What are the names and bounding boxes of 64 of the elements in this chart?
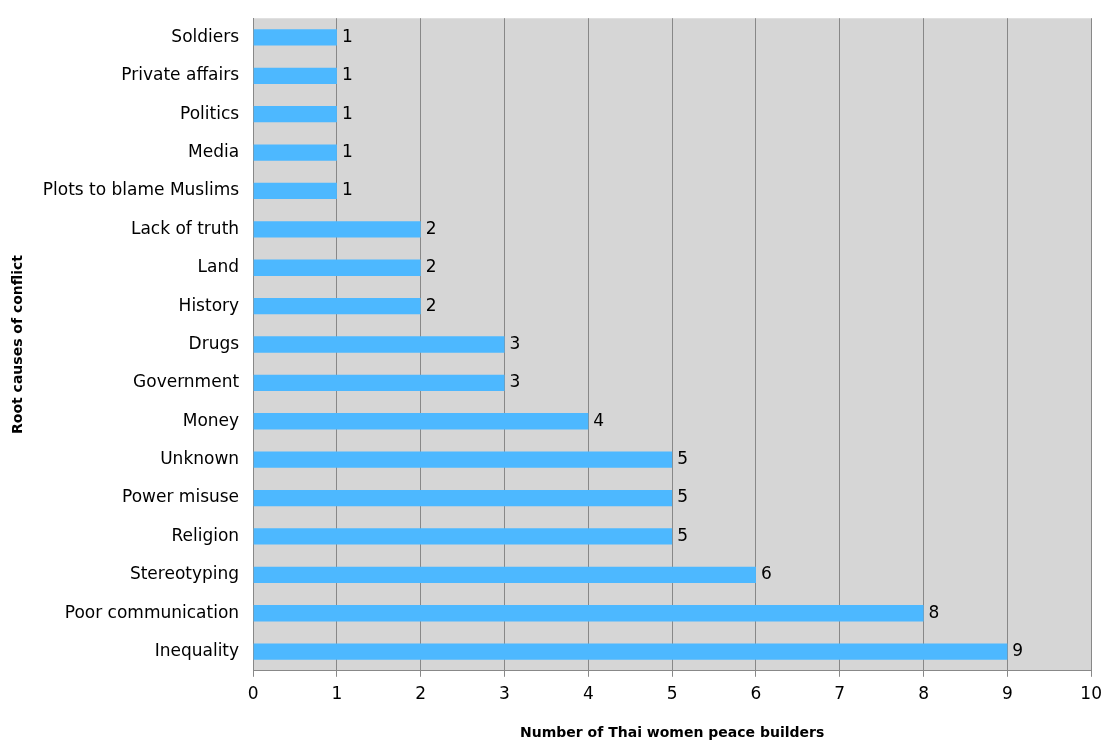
data-label: 1 (341, 25, 353, 46)
bar (253, 106, 337, 123)
data-label: 5 (677, 486, 688, 507)
data-label: 2 (425, 217, 437, 238)
y-tick-label: Lack of truth (130, 217, 240, 238)
y-tick-label: Poor communication (64, 601, 240, 622)
y-tick-label: Unknown (160, 448, 240, 469)
y-tick-label: Government (133, 371, 240, 392)
data-label: 6 (760, 563, 772, 584)
bar (253, 605, 924, 622)
x-tick-label: 9 (1001, 683, 1013, 704)
bar (253, 566, 756, 583)
data-label: 8 (928, 601, 940, 622)
data-label: 3 (509, 371, 521, 392)
x-tick-label: 0 (247, 683, 259, 704)
y-tick-label: Soldiers (171, 25, 240, 46)
y-axis-title: Root causes of conflict (9, 254, 26, 434)
bar (253, 29, 337, 46)
data-label: 1 (341, 140, 353, 161)
x-tick-label: 4 (582, 683, 594, 704)
data-label: 1 (341, 64, 353, 85)
x-tick-label: 8 (918, 683, 929, 704)
x-axis-title: Number of Thai women peace builders (520, 724, 825, 741)
x-tick-label: 10 (1080, 683, 1102, 704)
data-label: 3 (509, 332, 521, 353)
bar (253, 67, 337, 84)
bar (253, 374, 505, 392)
bar (253, 336, 505, 353)
bar (253, 259, 421, 276)
bar (253, 528, 673, 545)
y-tick-label: Religion (171, 524, 240, 545)
y-tick-label: Media (188, 140, 240, 161)
bar (253, 144, 337, 161)
y-tick-label: History (178, 294, 240, 315)
x-tick-label: 2 (415, 683, 427, 704)
data-label: 4 (593, 409, 605, 430)
bar (253, 451, 673, 468)
y-tick-label: Money (182, 409, 240, 430)
bar (253, 297, 421, 315)
y-tick-label: Drugs (188, 332, 240, 353)
x-tick-label: 6 (750, 683, 762, 704)
x-tick-label: 3 (499, 683, 510, 704)
data-label: 2 (425, 294, 437, 315)
x-tick-label: 5 (666, 683, 678, 704)
data-label: 1 (341, 102, 353, 123)
data-label: 1 (341, 179, 353, 200)
bar (253, 413, 589, 430)
y-tick-label: Plots to blame Muslims (42, 179, 240, 200)
y-tick-label: Politics (179, 102, 240, 123)
y-tick-label: Stereotyping (129, 563, 240, 584)
bar (253, 182, 337, 200)
bar (253, 489, 673, 507)
y-tick-label: Private affairs (121, 64, 240, 85)
x-tick-label: 1 (331, 683, 343, 704)
bar (253, 221, 421, 238)
data-label: 5 (677, 524, 688, 545)
x-tick-label: 7 (834, 683, 846, 704)
bar (253, 643, 1008, 660)
y-tick-label: Inequality (154, 640, 240, 661)
data-label: 9 (1012, 640, 1024, 661)
data-label: 2 (425, 256, 437, 277)
data-label: 5 (677, 448, 688, 469)
y-tick-label: Power misuse (122, 486, 240, 507)
y-tick-label: Land (197, 256, 240, 277)
